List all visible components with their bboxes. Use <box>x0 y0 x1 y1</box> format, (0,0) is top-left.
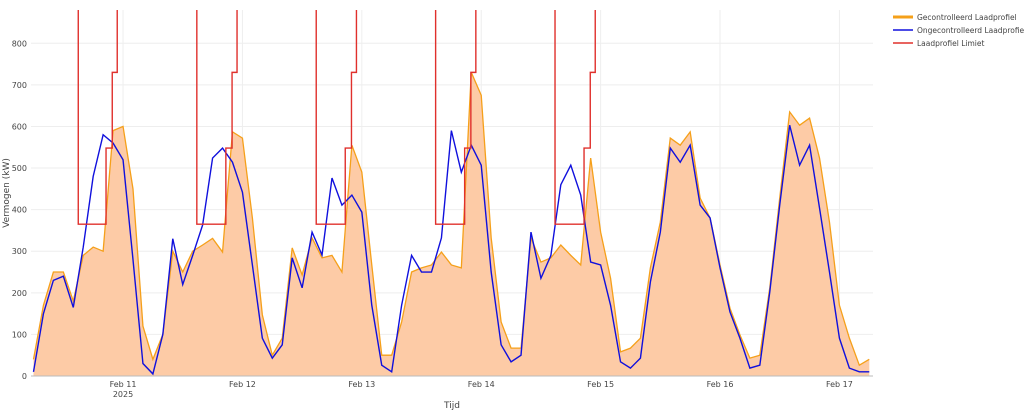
y-axis-title: Vermogen (kW) <box>2 158 12 228</box>
y-tick-label: 800 <box>12 39 27 48</box>
x-tick-label: Feb 17 <box>826 380 853 389</box>
legend-item-limiet[interactable]: Laadprofiel Limiet <box>893 39 984 48</box>
y-tick-label: 400 <box>12 206 27 215</box>
limiet-step[interactable] <box>196 10 238 225</box>
x-tick-label: Feb 14 <box>468 380 495 389</box>
limiet-step[interactable] <box>434 10 477 225</box>
limiet-step[interactable] <box>315 10 358 225</box>
y-axis-ticks: 0 100 200 300 400 500 600 700 800 <box>12 39 27 381</box>
x-tick-label: Feb 16 <box>707 380 734 389</box>
x-tick-label: Feb 11 <box>110 380 137 389</box>
y-tick-label: 500 <box>12 164 27 173</box>
x-tick-label: Feb 13 <box>348 380 375 389</box>
plot-area[interactable] <box>31 10 873 377</box>
y-tick-label: 300 <box>12 247 27 256</box>
y-tick-label: 200 <box>12 289 27 298</box>
y-tick-label: 600 <box>12 122 27 131</box>
limiet-step[interactable] <box>554 10 596 225</box>
x-tick-sublabel: 2025 <box>113 390 133 399</box>
legend-label-gecontrolleerd: Gecontrolleerd Laadprofiel <box>917 13 1017 22</box>
legend: Gecontrolleerd Laadprofiel Ongecontrolle… <box>893 13 1024 48</box>
limiet-step[interactable] <box>77 10 118 225</box>
legend-item-gecontrolleerd[interactable]: Gecontrolleerd Laadprofiel <box>893 13 1017 22</box>
x-axis-title: Tijd <box>443 401 460 411</box>
legend-item-ongecontrolleerd[interactable]: Ongecontrolleerd Laadprofiel <box>893 26 1024 35</box>
y-tick-label: 700 <box>12 81 27 90</box>
legend-label-ongecontrolleerd: Ongecontrolleerd Laadprofiel <box>917 26 1024 35</box>
gecontrolleerd-area <box>33 72 870 377</box>
y-tick-label: 100 <box>12 330 27 339</box>
y-tick-label: 0 <box>22 372 27 381</box>
x-tick-label: Feb 15 <box>587 380 614 389</box>
legend-label-limiet: Laadprofiel Limiet <box>917 39 984 48</box>
x-tick-label: Feb 12 <box>229 380 256 389</box>
